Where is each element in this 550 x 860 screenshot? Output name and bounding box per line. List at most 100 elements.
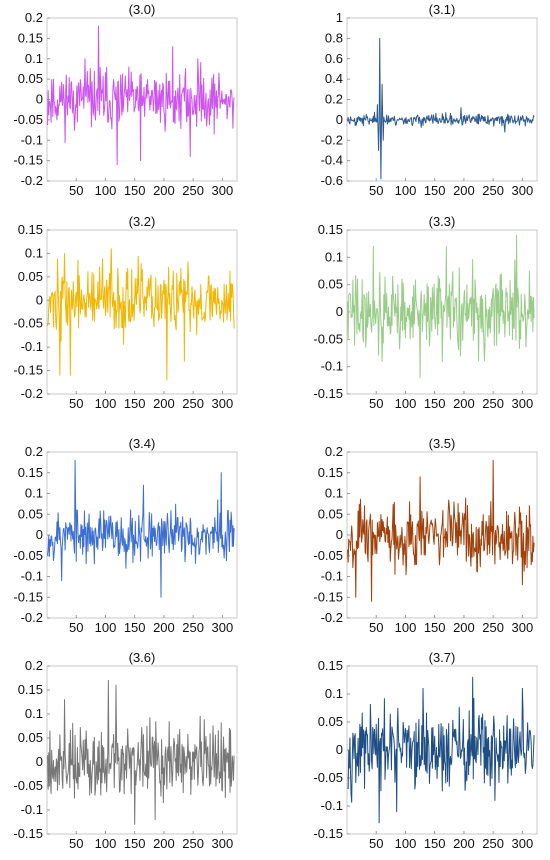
- y-tick-label: -0.15: [13, 826, 43, 841]
- y-tick-label: -0.05: [313, 770, 343, 785]
- y-tick-label: 0.15: [18, 682, 43, 697]
- series-line: [347, 234, 535, 379]
- y-tick-label: -0.1: [321, 359, 343, 374]
- y-tick-label: -0.2: [321, 132, 343, 147]
- y-tick-label: 0: [336, 304, 343, 319]
- y-tick-label: 0: [36, 292, 43, 307]
- x-tick-label: 50: [69, 836, 83, 851]
- y-tick-label: 0.15: [18, 30, 43, 45]
- y-tick-label: -0.1: [21, 802, 43, 817]
- x-tick-label: 300: [212, 396, 234, 411]
- x-tick-label: 100: [395, 183, 417, 198]
- y-tick-label: 0.2: [325, 444, 343, 459]
- y-tick-label: 0.4: [325, 71, 343, 86]
- x-tick-label: 250: [482, 836, 504, 851]
- x-tick-label: 100: [95, 836, 117, 851]
- chart-panel-7: (3.7) -0.15 -0.1 -0.05 0 0.05 0.1 0.15 50 100 150 2…: [313, 650, 538, 851]
- y-tick-label: 0: [336, 742, 343, 757]
- y-tick-label: 0.05: [318, 506, 343, 521]
- y-tick-label: -0.2: [321, 610, 343, 625]
- y-tick-label: 0.1: [25, 486, 43, 501]
- y-tick-label: -0.1: [321, 569, 343, 584]
- y-tick-label: -0.1: [21, 132, 43, 147]
- chart-title: (3.4): [129, 436, 156, 451]
- y-tick-label: 0.1: [325, 686, 343, 701]
- x-tick-label: 100: [395, 396, 417, 411]
- y-tick-label: -0.05: [13, 316, 43, 331]
- y-tick-label: -0.15: [313, 386, 343, 401]
- x-tick-label: 50: [369, 396, 383, 411]
- x-tick-label: 200: [453, 183, 475, 198]
- x-tick-label: 50: [69, 183, 83, 198]
- x-tick-label: 200: [453, 620, 475, 635]
- y-tick-label: -0.05: [313, 548, 343, 563]
- x-tick-label: 150: [124, 620, 146, 635]
- y-tick-label: 0.05: [18, 71, 43, 86]
- y-tick-label: 0.1: [25, 706, 43, 721]
- x-tick-label: 150: [424, 183, 446, 198]
- x-tick-label: 50: [369, 183, 383, 198]
- y-tick-label: -0.15: [13, 363, 43, 378]
- y-tick-label: -0.2: [21, 386, 43, 401]
- y-tick-label: -0.15: [13, 153, 43, 168]
- y-tick-label: 0.05: [318, 277, 343, 292]
- chart-panel-0: (3.0) -0.2 -0.15 -0.1 -0.05 0 0.05 0.1 0.15 0.2 50…: [13, 2, 238, 198]
- x-tick-label: 50: [369, 620, 383, 635]
- x-tick-label: 250: [182, 396, 204, 411]
- x-tick-label: 150: [124, 396, 146, 411]
- chart-title: (3.0): [129, 2, 156, 17]
- y-tick-label: 0.05: [18, 506, 43, 521]
- y-tick-label: 0.1: [25, 245, 43, 260]
- x-tick-label: 250: [182, 836, 204, 851]
- y-tick-label: 1: [336, 10, 343, 25]
- chart-panel-6: (3.6) -0.15 -0.1 -0.05 0 0.05 0.1 0.15 0.2 50 100 1…: [13, 650, 238, 851]
- chart-panel-3: (3.3) -0.15 -0.1 -0.05 0 0.05 0.1 0.15 50 100 150 2…: [313, 214, 538, 411]
- y-tick-label: 0.15: [18, 222, 43, 237]
- x-tick-label: 150: [124, 836, 146, 851]
- y-tick-label: 0.15: [18, 465, 43, 480]
- y-tick-label: -0.1: [321, 798, 343, 813]
- y-tick-label: 0: [36, 754, 43, 769]
- y-tick-label: -0.4: [321, 153, 343, 168]
- chart-title: (3.7): [429, 650, 456, 665]
- x-tick-label: 200: [153, 836, 175, 851]
- x-tick-label: 250: [482, 396, 504, 411]
- chart-title: (3.1): [429, 2, 456, 17]
- x-tick-label: 100: [395, 836, 417, 851]
- x-tick-label: 300: [212, 183, 234, 198]
- y-tick-label: 0.15: [318, 222, 343, 237]
- series-line: [47, 248, 235, 381]
- chart-title: (3.6): [129, 650, 156, 665]
- x-tick-label: 300: [512, 836, 534, 851]
- series-line: [47, 679, 235, 825]
- chart-title: (3.5): [429, 436, 456, 451]
- series-line: [47, 25, 235, 166]
- y-tick-label: 0.15: [318, 465, 343, 480]
- y-tick-label: -0.15: [13, 589, 43, 604]
- y-tick-label: 0.1: [325, 249, 343, 264]
- chart-panel-5: (3.5) -0.2 -0.15 -0.1 -0.05 0 0.05 0.1 0.15 0.2 50…: [313, 436, 538, 635]
- x-tick-label: 250: [182, 183, 204, 198]
- x-tick-label: 250: [182, 620, 204, 635]
- x-tick-label: 300: [512, 620, 534, 635]
- plot-frame: [346, 17, 538, 182]
- x-tick-label: 100: [395, 620, 417, 635]
- y-tick-label: 0: [36, 92, 43, 107]
- chart-panel-2: (3.2) -0.2 -0.15 -0.1 -0.05 0 0.05 0.1 0.15 50 100…: [13, 214, 238, 411]
- y-tick-label: 0: [336, 112, 343, 127]
- y-tick-label: 0.1: [25, 51, 43, 66]
- chart-panel-4: (3.4) -0.2 -0.15 -0.1 -0.05 0 0.05 0.1 0.15 0.2 50…: [13, 436, 238, 635]
- y-tick-label: 0.2: [325, 92, 343, 107]
- y-tick-label: 0.15: [318, 658, 343, 673]
- y-tick-label: 0.8: [325, 30, 343, 45]
- y-tick-label: -0.2: [21, 610, 43, 625]
- series-line: [47, 459, 235, 598]
- x-tick-label: 300: [512, 183, 534, 198]
- x-tick-label: 100: [95, 620, 117, 635]
- x-tick-label: 50: [69, 396, 83, 411]
- chart-title: (3.2): [129, 214, 156, 229]
- y-tick-label: 0.6: [325, 51, 343, 66]
- y-tick-label: -0.15: [313, 589, 343, 604]
- y-tick-label: -0.6: [321, 173, 343, 188]
